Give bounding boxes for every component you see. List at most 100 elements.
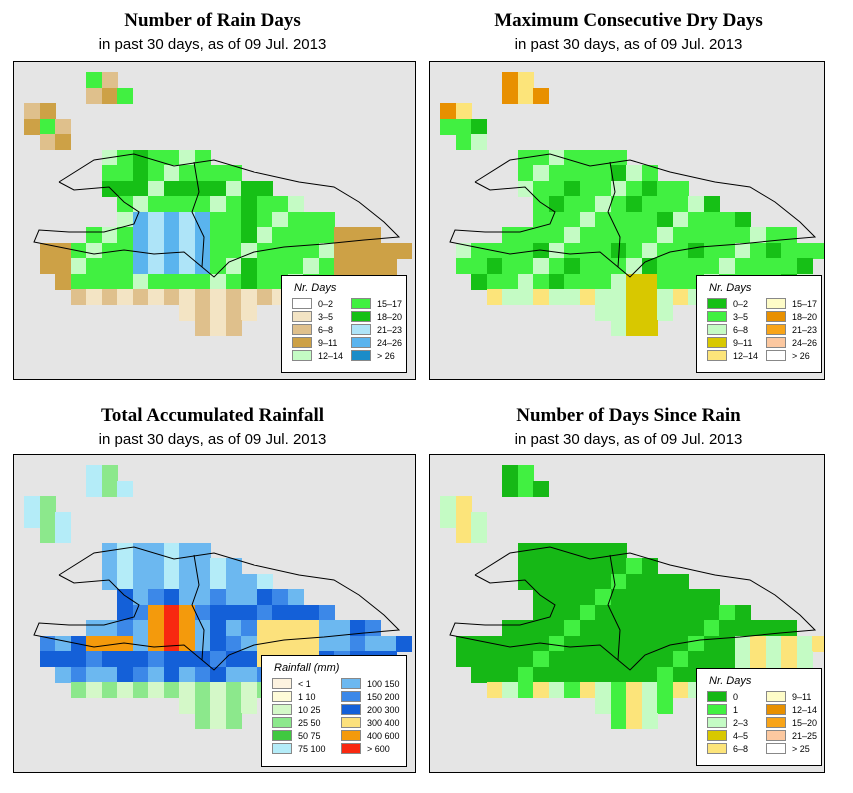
grid-cell [256,273,273,290]
grid-cell [440,118,456,135]
grid-cell [672,273,689,290]
grid-cell [132,165,149,181]
grid-cell [703,211,720,228]
grid-cell [117,542,133,559]
grid-cell [626,558,642,574]
grid-cell [380,635,397,652]
legend-swatch [766,298,786,309]
legend-swatch [292,324,312,335]
grid-cell [194,211,211,228]
coastline [449,153,817,278]
grid-cell [610,604,627,621]
coastline [33,153,401,278]
legend-swatch [351,350,371,361]
coastline [449,546,817,671]
grid-cell [132,242,149,259]
grid-cell [86,480,102,497]
grid-cell [70,258,87,274]
legend-label: > 26 [792,351,810,361]
legend-swatch [351,337,371,348]
grid-cell [132,573,149,590]
grid-cell [471,118,487,135]
grid-cell [179,697,195,714]
legend-swatch [766,730,786,741]
grid-cell [595,558,611,574]
grid-cell [657,304,673,321]
border-path [607,554,621,661]
grid-cell [455,118,472,135]
legend-swatch [707,743,727,754]
grid-cell [455,103,472,119]
grid-cell [241,258,257,274]
grid-cell [657,682,673,698]
grid-cell [626,289,642,305]
grid-cell [657,589,673,605]
grid-cell [579,635,596,652]
legend-swatch [351,298,371,309]
grid-cell [241,289,257,305]
legend-swatch [766,717,786,728]
grid-cell [101,242,118,259]
grid-cell [533,273,549,290]
grid-cell [517,573,534,590]
grid-cell [564,682,580,698]
grid-cell [641,320,658,336]
grid-cell [471,527,487,543]
grid-cell [225,558,242,574]
grid-cell [349,227,366,243]
grid-cell [579,620,596,636]
grid-cell [148,604,164,621]
grid-cell [148,682,164,698]
grid-cell [210,180,226,197]
legend-swatch [272,717,292,728]
grid-cell [334,227,350,243]
grid-cell [750,258,766,274]
legend-title: Nr. Days [294,282,337,294]
legend: Nr. Days 0 1 2–3 4–5 6–8 9–11 12–14 15–20 21–25 > … [696,668,822,766]
grid-cell [117,573,133,590]
legend-label: 9–11 [792,692,812,702]
grid-cell [657,635,673,652]
grid-cell [303,635,319,652]
grid-cell [548,589,565,605]
grid-cell [579,289,596,305]
grid-cell [132,604,149,621]
grid-cell [101,558,118,574]
panel-title: Maximum Consecutive Dry Days [494,10,763,31]
grid-cell [256,620,273,636]
grid-cell [579,558,596,574]
grid-cell [703,258,720,274]
legend-item: 1 10 [272,691,316,703]
grid-cell [132,258,149,274]
grid-cell [55,527,71,543]
grid-cell [641,180,658,197]
grid-cell [579,273,596,290]
legend-item: 12–14 [707,350,758,362]
legend-label: 0–2 [318,299,334,309]
legend-label: 24–26 [377,338,403,348]
grid-cell [471,666,487,683]
grid-cell [194,320,211,336]
grid-cell [564,604,580,621]
grid-cell [455,242,472,259]
grid-cell [287,620,304,636]
grid-cell [517,242,534,259]
grid-cell [39,511,56,528]
legend-swatch [292,337,312,348]
legend-label: 6–8 [733,325,749,335]
grid-cell [502,242,518,259]
grid-cell [101,165,118,181]
legend-label: 3–5 [733,312,749,322]
legend-item: 10 25 [272,704,321,716]
grid-cell [657,620,673,636]
grid-cell [579,666,596,683]
grid-cell [657,273,673,290]
legend-label: 9–11 [318,338,338,348]
grid-cell [210,558,226,574]
grid-cell [610,558,627,574]
grid-cell [781,651,797,667]
grid-cell [86,227,102,243]
legend-label: 200 300 [367,705,400,715]
grid-cell [564,273,580,290]
grid-cell [132,558,149,574]
